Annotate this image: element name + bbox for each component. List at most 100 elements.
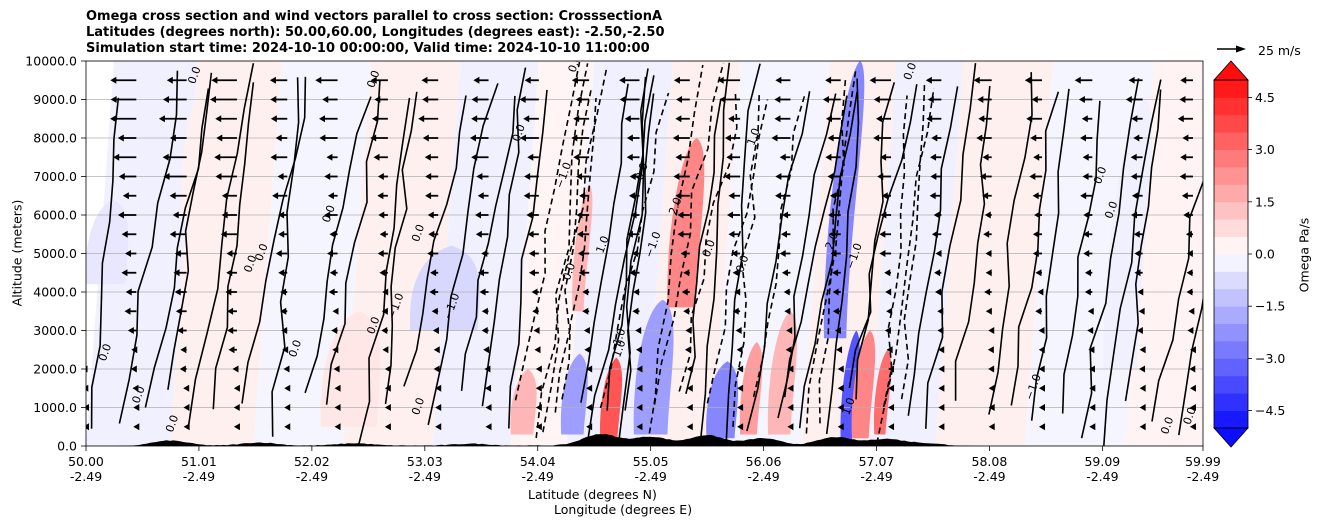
contour-line-43 [825,78,860,435]
wind-vector-head-247 [931,230,938,238]
contour-line-8 [304,96,372,394]
y-tick-label-10: 10000.0 [25,54,77,69]
wind-vector-head-419 [315,76,322,84]
wind-vector-head-415 [110,76,117,84]
wind-vector-head-408 [927,96,934,103]
wind-vector-head-362 [931,134,938,142]
x-tick-lat-4: 54.04 [520,454,556,469]
contour-line-21 [561,97,597,400]
wind-vector-head-331 [527,153,534,161]
contour-line-14 [460,95,516,391]
wind-vector-head-65 [1038,384,1045,392]
wind-vector-head-193 [528,269,535,277]
wind-vector-head-139 [124,307,131,315]
wind-vector-head-154 [886,307,893,315]
omega-region-0 [86,199,129,285]
wind-vector-head-393 [163,96,170,103]
wind-vector-head-231 [121,230,128,238]
wind-vector-head-160 [1188,307,1195,315]
wind-vector-head-208 [125,250,132,257]
wind-vector-head-48 [183,384,190,392]
wind-vector-head-28 [334,404,341,411]
wind-vector-head-43 [1089,404,1096,411]
wind-vector-head-375 [418,115,425,123]
omega-region-13 [823,61,865,339]
wind-vector-head-68 [1189,384,1196,392]
y-tick-label-6: 6000.0 [33,208,77,223]
wind-vector-head-118 [227,327,234,334]
colorbar-segment-2 [1214,375,1248,394]
wind-vector-head-171 [582,288,589,296]
wind-vector-head-228 [1134,250,1141,257]
wind-vector-head-183 [1186,288,1193,296]
wind-vector-head-95 [228,346,235,354]
wind-vector-head-276 [67,192,73,199]
contour-label-9: 0.0 [364,69,382,90]
contour-label-4: 0.0 [241,253,259,274]
wind-vector-head-383 [825,115,832,123]
wind-vector-head-239 [527,230,534,238]
omega-region-11 [739,342,763,435]
wind-vector-head-300 [118,173,125,180]
wind-vector-head-178 [934,288,941,296]
wind-vector-head-229 [1186,250,1193,257]
wind-vector-head-427 [717,76,724,84]
wind-vector-head-82 [737,365,744,373]
wind-vector-head-149 [632,307,639,315]
contour-line-58 [1124,89,1162,402]
wind-vector-head-36 [737,404,744,411]
contour-line-29 [653,62,725,405]
wind-vector-head-263 [576,211,583,219]
wind-vector-head-119 [281,327,288,334]
wind-vector-head-227 [1083,250,1090,257]
wind-vector-head-267 [782,211,789,219]
wind-vector-head-431 [925,76,932,84]
wind-vector-head-296 [1080,192,1087,200]
wind-vector-head-340 [982,153,989,161]
colorbar-segment-0 [1214,410,1248,429]
wind-vector-head-186 [173,269,180,277]
contour-line-50 [925,63,977,429]
x-tick-lat-6: 56.06 [746,454,782,469]
wind-vector-head-5 [334,423,341,431]
wind-vector-head-175 [783,288,790,296]
wind-vector-head-23 [86,404,89,411]
chart-title-line-1: Omega cross section and wind vectors par… [86,9,663,24]
wind-vector-head-262 [526,211,533,219]
wind-vector-head-252 [1185,230,1192,238]
x-tick-lon-7: -2.49 [860,469,892,484]
wind-vector-head-88 [1038,365,1045,373]
wind-vector-head-233 [220,230,227,238]
wind-vector-head-18 [988,423,995,431]
wind-vector-head-131 [884,327,891,334]
wind-vector-head-4 [284,423,291,431]
y-tick-label-7: 7000.0 [33,169,77,184]
y-tick-label-0: 0.0 [57,439,77,454]
wind-vector-head-385 [926,115,933,123]
wind-vector-head-282 [377,192,384,200]
wind-vector-head-268 [828,211,835,219]
wind-vector-head-335 [726,153,733,161]
wind-vector-head-27 [284,404,291,411]
wind-vector-head-387 [1026,115,1033,123]
wind-vector-head-187 [226,269,233,277]
wind-vector-head-342 [1082,153,1089,161]
wind-vector-head-226 [1032,250,1039,257]
wind-vector-head-351 [370,134,377,142]
wind-vector-head-72 [232,365,239,373]
contour-line-1 [118,70,179,424]
omega-region-4 [510,369,537,435]
contour-line-56 [1080,78,1140,439]
wind-vector-head-360 [827,134,834,142]
wind-vector-head-132 [937,327,944,334]
contour-line-33 [706,99,769,404]
wind-vector-head-212 [327,250,334,257]
colorbar-segment-12 [1214,201,1248,220]
wind-vector-head-29 [384,404,391,411]
wind-vector-head-122 [432,327,439,334]
wind-vector-head-93 [131,346,138,354]
wind-vector-head-40 [938,404,945,411]
wind-vector-head-102 [584,346,591,354]
omega-region-8 [633,299,674,435]
wind-vector-head-269 [880,211,887,219]
